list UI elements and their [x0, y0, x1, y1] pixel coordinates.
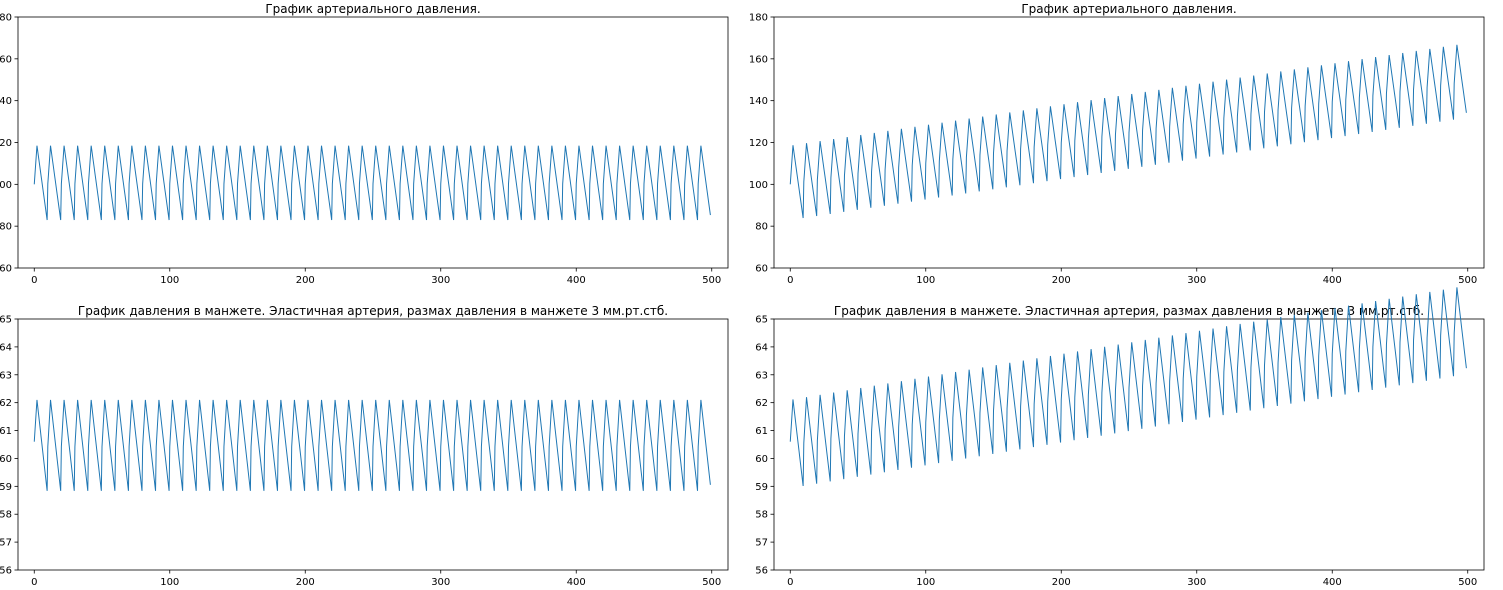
y-tick-label: 60: [0, 454, 12, 465]
x-tick-label: 100: [916, 275, 935, 286]
chart-3: График давления в манжете. Эластичная ар…: [0, 304, 729, 588]
chart-title: График давления в манжете. Эластичная ар…: [78, 304, 668, 318]
x-tick-label: 200: [296, 275, 315, 286]
y-tick-label: 58: [0, 510, 12, 521]
x-tick-label: 0: [31, 275, 37, 286]
y-tick-label: 65: [0, 315, 12, 326]
plot-frame: [17, 16, 729, 269]
y-tick-label: 58: [755, 510, 768, 521]
y-tick-label: 57: [755, 538, 768, 549]
y-tick-label: 59: [0, 482, 12, 493]
x-tick-label: 300: [1187, 577, 1206, 588]
y-tick-label: 160: [0, 54, 12, 65]
y-tick-label: 60: [0, 264, 12, 275]
y-tick-label: 100: [0, 180, 12, 191]
y-tick-label: 180: [0, 13, 12, 24]
x-tick-label: 300: [431, 577, 450, 588]
y-tick-label: 62: [755, 398, 768, 409]
x-tick-label: 300: [431, 275, 450, 286]
y-tick-label: 59: [755, 482, 768, 493]
x-tick-label: 0: [31, 577, 37, 588]
chart-1: График артериального давления. 60 80 100 120…: [0, 2, 729, 286]
y-tick-label: 63: [0, 370, 12, 381]
chart-title: График артериального давления.: [1021, 2, 1236, 16]
y-tick-label: 160: [749, 54, 768, 65]
x-tick-label: 0: [787, 577, 793, 588]
x-tick-label: 400: [567, 275, 586, 286]
x-tick-label: 200: [296, 577, 315, 588]
y-tick-label: 120: [0, 138, 12, 149]
x-tick-label: 200: [1052, 275, 1071, 286]
y-tick-label: 120: [749, 138, 768, 149]
y-tick-label: 64: [755, 342, 768, 353]
y-tick-label: 62: [0, 398, 12, 409]
y-tick-label: 140: [749, 96, 768, 107]
y-tick-label: 80: [0, 222, 12, 233]
x-tick-label: 400: [1323, 275, 1342, 286]
y-tick-label: 80: [755, 222, 768, 233]
y-tick-label: 65: [755, 315, 768, 326]
x-tick-label: 500: [1458, 577, 1477, 588]
y-tick-label: 100: [749, 180, 768, 191]
y-tick-label: 61: [0, 426, 12, 437]
x-tick-label: 500: [702, 275, 721, 286]
series-line-1: [33, 399, 711, 491]
x-tick-label: 400: [567, 577, 586, 588]
plot-frame: [773, 318, 1485, 571]
series-line-1: [789, 44, 1467, 219]
y-tick-label: 140: [0, 96, 12, 107]
plot-frame: [17, 318, 729, 571]
y-tick-label: 64: [0, 342, 12, 353]
x-tick-label: 300: [1187, 275, 1206, 286]
y-tick-label: 63: [755, 370, 768, 381]
series-line-1: [33, 145, 711, 221]
x-tick-label: 500: [702, 577, 721, 588]
chart-title: График артериального давления.: [265, 2, 480, 16]
x-tick-label: 100: [916, 577, 935, 588]
chart-4: График давления в манжете. Эластичная ар…: [755, 287, 1485, 588]
chart-title: График давления в манжете. Эластичная ар…: [834, 304, 1424, 318]
y-tick-label: 57: [0, 538, 12, 549]
x-tick-label: 100: [160, 577, 179, 588]
x-tick-label: 0: [787, 275, 793, 286]
y-tick-label: 180: [749, 13, 768, 24]
chart-2: График артериального давления. 60 80 100 120…: [749, 2, 1485, 286]
x-tick-label: 100: [160, 275, 179, 286]
y-tick-label: 60: [755, 454, 768, 465]
y-tick-label: 61: [755, 426, 768, 437]
y-tick-label: 60: [755, 264, 768, 275]
x-tick-label: 200: [1052, 577, 1071, 588]
x-tick-label: 500: [1458, 275, 1477, 286]
series-line-1: [789, 287, 1467, 487]
y-tick-label: 56: [755, 566, 768, 577]
y-tick-label: 56: [0, 566, 12, 577]
x-tick-label: 400: [1323, 577, 1342, 588]
